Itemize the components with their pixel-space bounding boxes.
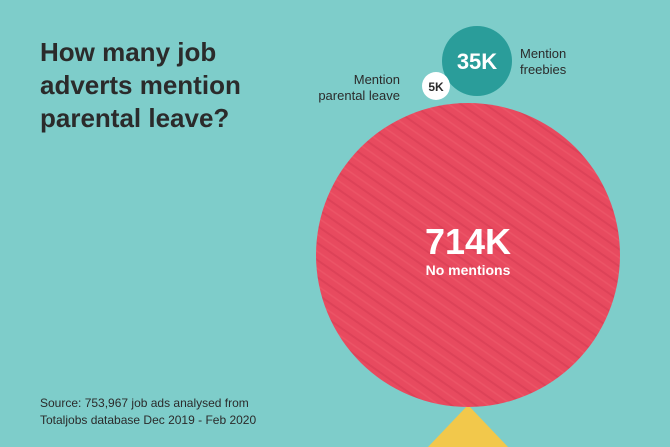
- bubble-freebies-label-line2: freebies: [520, 62, 567, 77]
- source-note: Source: 753,967 job ads analysed from To…: [40, 395, 300, 429]
- source-line-1: Source: 753,967 job ads analysed from: [40, 396, 249, 410]
- bubble-parental-leave: [422, 72, 450, 100]
- chart-title: How many job adverts mention parental le…: [40, 37, 241, 133]
- bubble-no-mentions-value: 714K: [425, 221, 511, 262]
- bubble-parental-leave-label-line1: Mention: [354, 72, 400, 87]
- bubble-freebies-label-line1: Mention: [520, 46, 566, 61]
- bubble-parental-leave-label-line2: parental leave: [318, 88, 400, 103]
- base-triangle: [428, 405, 508, 447]
- bubble-freebies: [442, 26, 512, 96]
- bubble-no-mentions: [316, 103, 620, 407]
- bubble-no-mentions-label: No mentions: [426, 262, 511, 278]
- source-line-2: Totaljobs database Dec 2019 - Feb 2020: [40, 413, 257, 427]
- bubble-freebies-value: 35K: [457, 49, 497, 74]
- bubble-parental-leave-value: 5K: [428, 80, 444, 94]
